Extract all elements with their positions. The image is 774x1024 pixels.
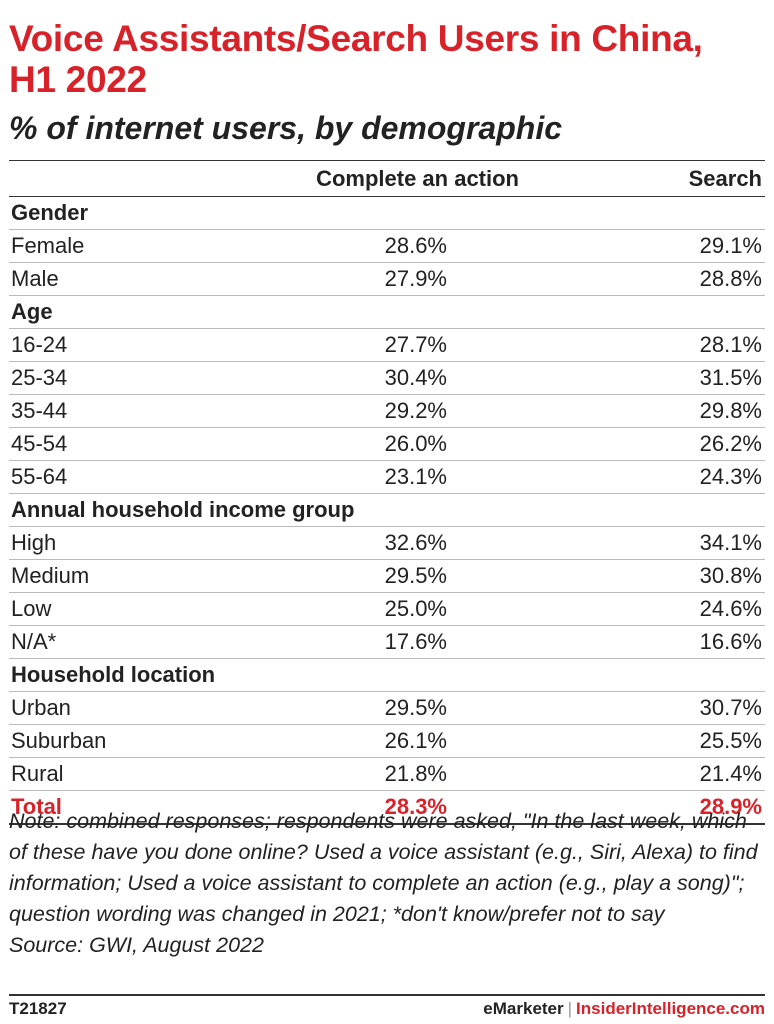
row-label: Low: [11, 596, 52, 621]
section-header-row: Gender: [9, 197, 765, 230]
chart-subtitle: % of internet users, by demographic: [9, 110, 562, 146]
table-row: High 32.6% 34.1%: [9, 527, 765, 560]
value-complete-action: 30.4%: [384, 365, 447, 390]
total-row: Total 28.3% 28.9%: [9, 791, 765, 825]
value-search: 29.8%: [699, 398, 762, 423]
section-header-row: Age: [9, 296, 765, 329]
row-label: Rural: [11, 761, 64, 786]
value-complete-action: 21.8%: [384, 761, 447, 786]
value-complete-action: 29.2%: [384, 398, 447, 423]
row-label: 55-64: [11, 464, 68, 489]
value-search: 28.1%: [699, 332, 762, 357]
value-complete-action: 27.7%: [384, 332, 447, 357]
value-complete-action: 29.5%: [384, 563, 447, 588]
value-complete-action: 23.1%: [384, 464, 447, 489]
row-label: 16-24: [11, 332, 68, 357]
value-search: 24.6%: [699, 596, 762, 621]
value-complete-action: 26.0%: [384, 431, 447, 456]
table-row: 35-44 29.2% 29.8%: [9, 395, 765, 428]
table-header-row: Complete an action Search: [9, 161, 765, 197]
table-row: Suburban 26.1% 25.5%: [9, 725, 765, 758]
table-row: Low 25.0% 24.6%: [9, 593, 765, 626]
column-header-search: Search: [688, 166, 762, 191]
footer-brand: eMarketer | InsiderIntelligence.com: [483, 999, 765, 1019]
row-label: Female: [11, 233, 85, 258]
row-label: Medium: [11, 563, 90, 588]
value-search: 26.2%: [699, 431, 762, 456]
row-label: 45-54: [11, 431, 68, 456]
table-row: N/A* 17.6% 16.6%: [9, 626, 765, 659]
chart-id: T21827: [9, 999, 67, 1018]
value-complete-action: 28.6%: [384, 233, 447, 258]
section-label: Annual household income group: [11, 497, 355, 522]
value-complete-action: 26.1%: [384, 728, 447, 753]
row-label: Male: [11, 266, 59, 291]
section-label: Household location: [11, 662, 216, 687]
column-header-complete-action: Complete an action: [316, 166, 519, 191]
brand-separator: |: [567, 999, 573, 1018]
value-search: 24.3%: [699, 464, 762, 489]
brand-insider-intelligence: InsiderIntelligence.com: [576, 999, 765, 1018]
value-search: 29.1%: [699, 233, 762, 258]
value-search: 16.6%: [699, 629, 762, 654]
brand-emarketer: eMarketer: [483, 999, 564, 1018]
table-row: 16-24 27.7% 28.1%: [9, 329, 765, 362]
value-search: 30.7%: [699, 695, 762, 720]
footer-divider: [9, 994, 765, 996]
total-label: Total: [11, 794, 62, 819]
value-complete-action: 29.5%: [384, 695, 447, 720]
section-label: Age: [11, 299, 53, 324]
row-label: N/A*: [11, 629, 57, 654]
row-label: 35-44: [11, 398, 68, 423]
data-table: Complete an action Search Gender Female 28…: [9, 160, 765, 825]
value-search: 28.8%: [699, 266, 762, 291]
total-complete-action: 28.3%: [384, 794, 447, 819]
section-header-row: Household location: [9, 659, 765, 692]
value-complete-action: 32.6%: [384, 530, 447, 555]
value-search: 34.1%: [699, 530, 762, 555]
table-row: Male 27.9% 28.8%: [9, 263, 765, 296]
value-search: 30.8%: [699, 563, 762, 588]
note-text: Note: combined responses; respondents we…: [9, 809, 758, 926]
section-header-row: Annual household income group: [9, 494, 765, 527]
chart-notes: Note: combined responses; respondents we…: [9, 806, 765, 961]
row-label: Urban: [11, 695, 71, 720]
value-search: 21.4%: [699, 761, 762, 786]
row-label: Suburban: [11, 728, 107, 753]
chart-title: Voice Assistants/Search Users in China, …: [9, 18, 703, 100]
table-row: 55-64 23.1% 24.3%: [9, 461, 765, 494]
table-row: Medium 29.5% 30.8%: [9, 560, 765, 593]
row-label: High: [11, 530, 57, 555]
value-complete-action: 27.9%: [384, 266, 447, 291]
source-text: Source: GWI, August 2022: [9, 933, 264, 957]
table-row: 45-54 26.0% 26.2%: [9, 428, 765, 461]
section-label: Gender: [11, 200, 89, 225]
row-label: 25-34: [11, 365, 68, 390]
value-complete-action: 17.6%: [384, 629, 447, 654]
table-row: 25-34 30.4% 31.5%: [9, 362, 765, 395]
value-search: 31.5%: [699, 365, 762, 390]
value-complete-action: 25.0%: [384, 596, 447, 621]
table-row: Rural 21.8% 21.4%: [9, 758, 765, 791]
table-row: Urban 29.5% 30.7%: [9, 692, 765, 725]
total-search: 28.9%: [699, 794, 762, 819]
value-search: 25.5%: [699, 728, 762, 753]
table-row: Female 28.6% 29.1%: [9, 230, 765, 263]
